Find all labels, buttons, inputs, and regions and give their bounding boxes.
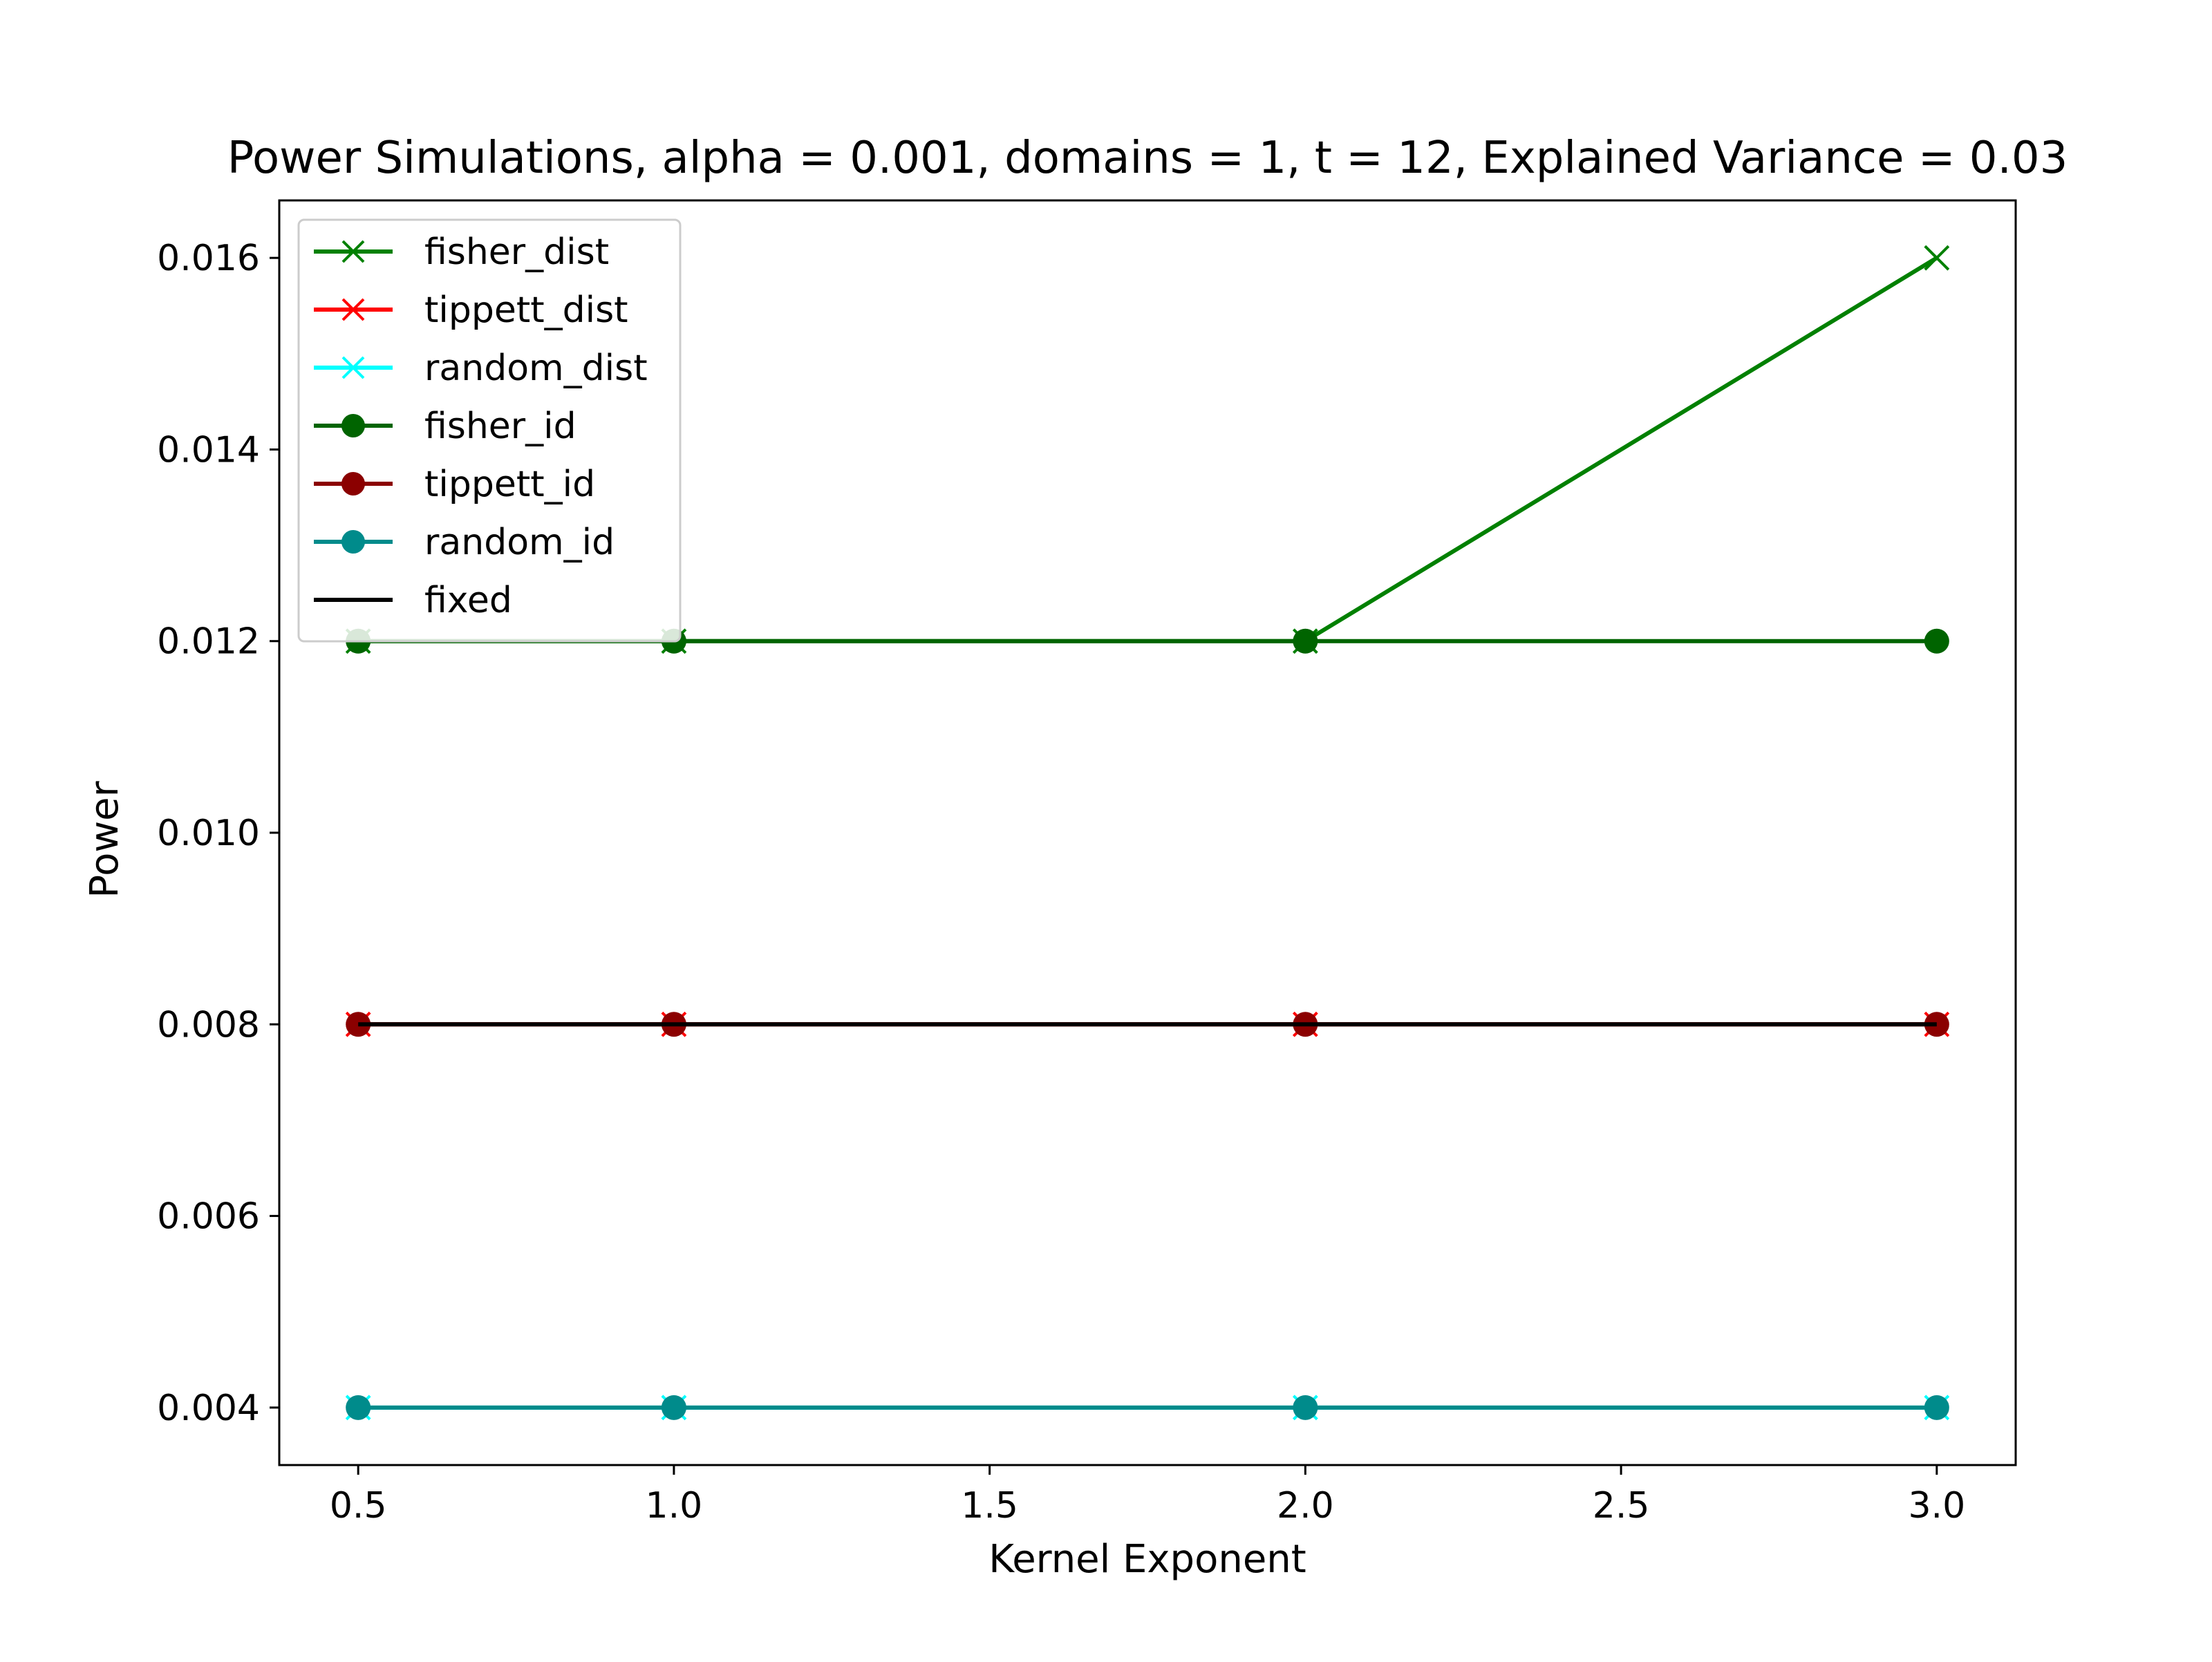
- legend-item-random_id: random_id: [314, 522, 615, 563]
- legend-item-random_dist: random_dist: [314, 348, 648, 389]
- legend-item-tippett_id: tippett_id: [314, 464, 595, 505]
- y-tick-label: 0.008: [157, 1004, 260, 1046]
- y-axis-label: Power: [82, 780, 127, 898]
- y-tick-label: 0.010: [157, 813, 260, 854]
- legend-swatch-marker-stroke: [341, 298, 365, 321]
- legend-label: random_id: [424, 522, 615, 563]
- legend-item-fisher_dist: fisher_dist: [314, 232, 609, 273]
- legend-label: fisher_id: [424, 406, 577, 447]
- legend-label: random_dist: [424, 348, 648, 389]
- legend-item-fixed: fixed: [314, 580, 512, 621]
- plot-area: 0.5 1.0 1.5 2.0 2.5 3.0 0.004 0.006 0.008 0.010 0.…: [157, 199, 2017, 1527]
- legend-box: [297, 218, 682, 643]
- x-tick-label: 2.5: [1593, 1485, 1650, 1527]
- x-tick-label: 0.5: [330, 1485, 387, 1527]
- legend: fisher_dist tippett_dist random_distfisher…: [297, 218, 682, 643]
- data-point-random_id-marker: [1293, 1395, 1318, 1420]
- y-tick-label: 0.006: [157, 1196, 260, 1238]
- legend-swatch-marker: [341, 472, 365, 495]
- series-random_id: [346, 1395, 1949, 1420]
- x-axis-label: Kernel Exponent: [988, 1537, 1306, 1582]
- data-point-fisher_dist-marker-stroke: [1924, 245, 1950, 271]
- y-tick-label: 0.016: [157, 238, 260, 279]
- y-tick-label: 0.004: [157, 1388, 260, 1429]
- axes-frame: [278, 199, 2017, 1466]
- x-tick-label: 1.5: [961, 1485, 1018, 1527]
- y-tick-label: 0.014: [157, 429, 260, 471]
- data-point-random_id-marker: [1924, 1395, 1949, 1420]
- legend-label: fixed: [424, 580, 512, 621]
- legend-swatch-marker-stroke: [341, 356, 365, 379]
- x-tick-label: 1.0: [646, 1485, 703, 1527]
- data-point-fisher_id-marker: [1924, 628, 1949, 654]
- data-point-random_id-marker: [661, 1395, 686, 1420]
- legend-label: tippett_id: [424, 464, 595, 505]
- chart-title: Power Simulations, alpha = 0.001, domain…: [227, 133, 2068, 184]
- legend-label: fisher_dist: [424, 232, 609, 273]
- legend-swatch-marker: [341, 240, 365, 263]
- y-tick-label: 0.012: [157, 621, 260, 663]
- legend-swatch-marker: [341, 298, 365, 321]
- legend-item-tippett_dist: tippett_dist: [314, 290, 628, 331]
- legend-swatch-marker: [341, 414, 365, 437]
- legend-swatch-marker: [341, 356, 365, 379]
- legend-swatch-marker: [341, 530, 365, 554]
- data-point-fisher_id-marker: [1293, 628, 1318, 654]
- x-tick-label: 3.0: [1908, 1485, 1965, 1527]
- legend-item-fisher_id: fisher_id: [314, 406, 577, 447]
- legend-swatch-marker-stroke: [341, 240, 365, 263]
- legend-label: tippett_dist: [424, 290, 628, 331]
- x-tick-label: 2.0: [1277, 1485, 1334, 1527]
- data-point-fisher_dist-marker: [1924, 245, 1950, 271]
- data-point-random_id-marker: [346, 1395, 371, 1420]
